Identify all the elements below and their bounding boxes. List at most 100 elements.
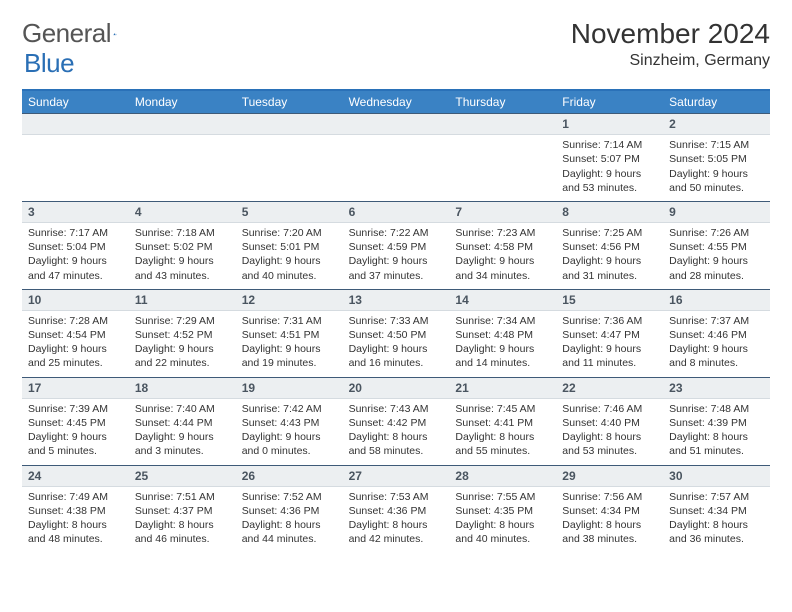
calendar-cell: 19Sunrise: 7:42 AMSunset: 4:43 PMDayligh… [236, 377, 343, 465]
sunrise-text: Sunrise: 7:39 AM [28, 402, 123, 416]
sunrise-text: Sunrise: 7:37 AM [669, 314, 764, 328]
daylight-text: and 36 minutes. [669, 532, 764, 546]
daylight-text: and 58 minutes. [349, 444, 444, 458]
sunset-text: Sunset: 5:01 PM [242, 240, 337, 254]
empty-date-bar [129, 113, 236, 135]
calendar-cell: 1Sunrise: 7:14 AMSunset: 5:07 PMDaylight… [556, 113, 663, 201]
sunrise-text: Sunrise: 7:23 AM [455, 226, 550, 240]
daylight-text: Daylight: 9 hours [28, 342, 123, 356]
daylight-text: and 43 minutes. [135, 269, 230, 283]
sunset-text: Sunset: 4:42 PM [349, 416, 444, 430]
sunset-text: Sunset: 4:37 PM [135, 504, 230, 518]
sunrise-text: Sunrise: 7:26 AM [669, 226, 764, 240]
sunrise-text: Sunrise: 7:43 AM [349, 402, 444, 416]
daylight-text: and 46 minutes. [135, 532, 230, 546]
cell-body: Sunrise: 7:26 AMSunset: 4:55 PMDaylight:… [663, 223, 770, 289]
week-row: 1Sunrise: 7:14 AMSunset: 5:07 PMDaylight… [22, 113, 770, 201]
calendar-cell: 23Sunrise: 7:48 AMSunset: 4:39 PMDayligh… [663, 377, 770, 465]
cell-body: Sunrise: 7:46 AMSunset: 4:40 PMDaylight:… [556, 399, 663, 465]
sunrise-text: Sunrise: 7:42 AM [242, 402, 337, 416]
daylight-text: Daylight: 9 hours [242, 342, 337, 356]
daylight-text: and 55 minutes. [455, 444, 550, 458]
sunrise-text: Sunrise: 7:20 AM [242, 226, 337, 240]
cell-body: Sunrise: 7:57 AMSunset: 4:34 PMDaylight:… [663, 487, 770, 553]
week-row: 24Sunrise: 7:49 AMSunset: 4:38 PMDayligh… [22, 465, 770, 553]
daylight-text: Daylight: 9 hours [135, 342, 230, 356]
date-number: 3 [22, 201, 129, 223]
sunset-text: Sunset: 4:48 PM [455, 328, 550, 342]
cell-body: Sunrise: 7:40 AMSunset: 4:44 PMDaylight:… [129, 399, 236, 465]
daylight-text: and 25 minutes. [28, 356, 123, 370]
daylight-text: and 37 minutes. [349, 269, 444, 283]
calendar-cell: 20Sunrise: 7:43 AMSunset: 4:42 PMDayligh… [343, 377, 450, 465]
daylight-text: and 22 minutes. [135, 356, 230, 370]
weekday-thursday: Thursday [449, 91, 556, 113]
cell-body: Sunrise: 7:20 AMSunset: 5:01 PMDaylight:… [236, 223, 343, 289]
date-number: 29 [556, 465, 663, 487]
daylight-text: Daylight: 9 hours [562, 342, 657, 356]
calendar-cell: 11Sunrise: 7:29 AMSunset: 4:52 PMDayligh… [129, 289, 236, 377]
sunrise-text: Sunrise: 7:17 AM [28, 226, 123, 240]
cell-body: Sunrise: 7:25 AMSunset: 4:56 PMDaylight:… [556, 223, 663, 289]
calendar: SundayMondayTuesdayWednesdayThursdayFrid… [22, 89, 770, 552]
date-number: 4 [129, 201, 236, 223]
calendar-cell [129, 113, 236, 201]
daylight-text: and 38 minutes. [562, 532, 657, 546]
cell-body: Sunrise: 7:34 AMSunset: 4:48 PMDaylight:… [449, 311, 556, 377]
cell-body: Sunrise: 7:28 AMSunset: 4:54 PMDaylight:… [22, 311, 129, 377]
daylight-text: and 0 minutes. [242, 444, 337, 458]
date-number: 6 [343, 201, 450, 223]
sunrise-text: Sunrise: 7:45 AM [455, 402, 550, 416]
cell-body: Sunrise: 7:52 AMSunset: 4:36 PMDaylight:… [236, 487, 343, 553]
sunrise-text: Sunrise: 7:22 AM [349, 226, 444, 240]
calendar-cell: 5Sunrise: 7:20 AMSunset: 5:01 PMDaylight… [236, 201, 343, 289]
location: Sinzheim, Germany [571, 52, 770, 70]
date-number: 2 [663, 113, 770, 135]
sunrise-text: Sunrise: 7:40 AM [135, 402, 230, 416]
calendar-cell: 17Sunrise: 7:39 AMSunset: 4:45 PMDayligh… [22, 377, 129, 465]
date-number: 17 [22, 377, 129, 399]
weekday-friday: Friday [556, 91, 663, 113]
calendar-cell [236, 113, 343, 201]
daylight-text: Daylight: 8 hours [349, 430, 444, 444]
date-number: 5 [236, 201, 343, 223]
sunrise-text: Sunrise: 7:25 AM [562, 226, 657, 240]
cell-body: Sunrise: 7:49 AMSunset: 4:38 PMDaylight:… [22, 487, 129, 553]
sunrise-text: Sunrise: 7:57 AM [669, 490, 764, 504]
sunset-text: Sunset: 4:43 PM [242, 416, 337, 430]
date-number: 30 [663, 465, 770, 487]
date-number: 24 [22, 465, 129, 487]
daylight-text: Daylight: 9 hours [562, 167, 657, 181]
cell-body: Sunrise: 7:31 AMSunset: 4:51 PMDaylight:… [236, 311, 343, 377]
sunrise-text: Sunrise: 7:15 AM [669, 138, 764, 152]
date-number: 26 [236, 465, 343, 487]
daylight-text: Daylight: 8 hours [135, 518, 230, 532]
week-row: 17Sunrise: 7:39 AMSunset: 4:45 PMDayligh… [22, 377, 770, 465]
sunrise-text: Sunrise: 7:36 AM [562, 314, 657, 328]
sunset-text: Sunset: 4:34 PM [562, 504, 657, 518]
daylight-text: and 31 minutes. [562, 269, 657, 283]
daylight-text: and 51 minutes. [669, 444, 764, 458]
calendar-cell: 24Sunrise: 7:49 AMSunset: 4:38 PMDayligh… [22, 465, 129, 553]
daylight-text: and 47 minutes. [28, 269, 123, 283]
logo-sail-icon [113, 25, 117, 43]
sunset-text: Sunset: 4:35 PM [455, 504, 550, 518]
sunset-text: Sunset: 4:56 PM [562, 240, 657, 254]
cell-body: Sunrise: 7:15 AMSunset: 5:05 PMDaylight:… [663, 135, 770, 201]
calendar-cell: 18Sunrise: 7:40 AMSunset: 4:44 PMDayligh… [129, 377, 236, 465]
calendar-cell: 4Sunrise: 7:18 AMSunset: 5:02 PMDaylight… [129, 201, 236, 289]
sunrise-text: Sunrise: 7:33 AM [349, 314, 444, 328]
daylight-text: and 40 minutes. [242, 269, 337, 283]
daylight-text: and 40 minutes. [455, 532, 550, 546]
date-number: 1 [556, 113, 663, 135]
sunset-text: Sunset: 4:55 PM [669, 240, 764, 254]
sunset-text: Sunset: 4:58 PM [455, 240, 550, 254]
daylight-text: Daylight: 9 hours [28, 254, 123, 268]
date-number: 8 [556, 201, 663, 223]
date-number: 18 [129, 377, 236, 399]
date-number: 13 [343, 289, 450, 311]
calendar-cell: 8Sunrise: 7:25 AMSunset: 4:56 PMDaylight… [556, 201, 663, 289]
sunset-text: Sunset: 5:04 PM [28, 240, 123, 254]
daylight-text: and 14 minutes. [455, 356, 550, 370]
date-number: 9 [663, 201, 770, 223]
